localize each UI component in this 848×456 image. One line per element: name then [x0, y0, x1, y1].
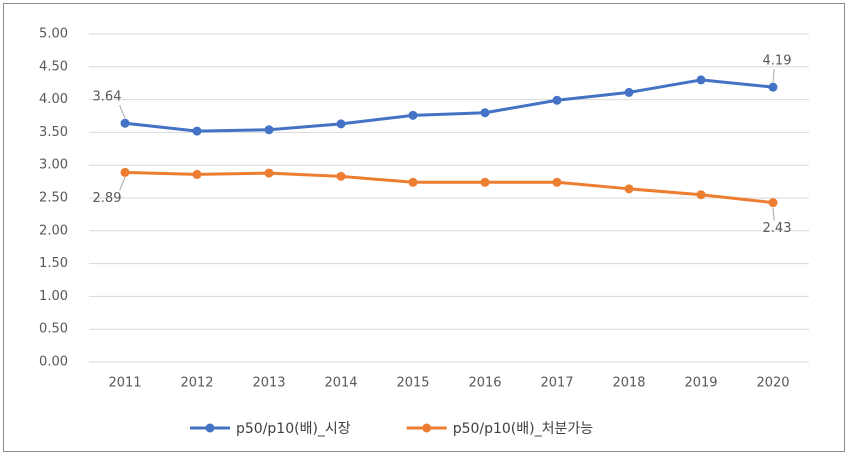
legend-marker: [422, 423, 432, 433]
leader-line: [119, 105, 126, 119]
data-point: [768, 82, 778, 92]
data-point: [768, 198, 778, 208]
data-point: [192, 126, 202, 136]
y-tick-label: 1.50: [39, 256, 68, 271]
x-tick-label: 2018: [612, 376, 645, 391]
series-line: [124, 78, 774, 133]
x-tick-label: 2020: [756, 376, 789, 391]
data-point: [336, 119, 346, 129]
data-point: [264, 168, 274, 178]
data-point: [120, 167, 130, 177]
x-tick-label: 2017: [540, 376, 573, 391]
leader-line: [772, 207, 775, 221]
x-tick-label: 2011: [108, 376, 141, 391]
legend-label: p50/p10(배)_처분가능: [453, 421, 594, 437]
y-tick-label: 4.50: [39, 59, 68, 74]
x-tick-label: 2013: [252, 376, 285, 391]
data-point: [264, 125, 274, 135]
x-tick-label: 2015: [396, 376, 429, 391]
data-label: 4.19: [763, 54, 792, 69]
data-point: [408, 177, 418, 187]
y-tick-label: 3.00: [39, 158, 68, 173]
data-point: [552, 95, 562, 105]
data-point: [480, 108, 490, 118]
data-label: 2.43: [763, 221, 792, 236]
data-label: 2.89: [93, 191, 122, 206]
data-point: [480, 177, 490, 187]
series-line: [124, 170, 774, 205]
leader-line: [772, 69, 775, 83]
leader-line: [119, 177, 126, 191]
y-tick-label: 3.50: [39, 125, 68, 140]
legend: p50/p10(배)_시장 p50/p10(배)_처분가능: [190, 421, 593, 437]
x-tick-label: 2012: [180, 376, 213, 391]
data-point: [696, 190, 706, 200]
y-tick-label: 0.00: [39, 355, 68, 370]
data-point: [696, 75, 706, 85]
x-tick-label: 2016: [468, 376, 501, 391]
y-tick-label: 5.00: [39, 27, 68, 42]
data-point: [192, 169, 202, 179]
data-point: [624, 87, 634, 97]
data-point: [120, 118, 130, 128]
data-point: [336, 171, 346, 181]
y-tick-label: 2.50: [39, 191, 68, 206]
y-tick-label: 0.50: [39, 322, 68, 337]
data-point: [408, 110, 418, 120]
legend-marker: [205, 423, 215, 433]
data-point: [624, 184, 634, 194]
y-tick-label: 2.00: [39, 223, 68, 238]
data-point: [552, 177, 562, 187]
data-label: 3.64: [93, 90, 122, 105]
legend-label: p50/p10(배)_시장: [236, 421, 351, 437]
x-tick-label: 2014: [324, 376, 357, 391]
y-tick-label: 1.00: [39, 289, 68, 304]
y-tick-label: 4.00: [39, 92, 68, 107]
x-tick-label: 2019: [684, 376, 717, 391]
